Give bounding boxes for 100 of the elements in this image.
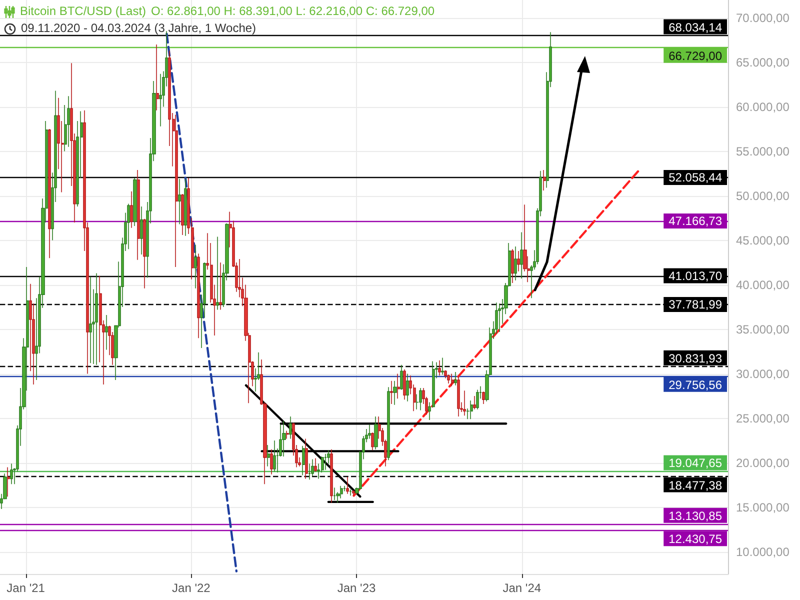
y-tick-label: 50.000,00 xyxy=(736,188,790,203)
candlestick xyxy=(311,458,314,477)
candlestick xyxy=(324,453,327,470)
candlestick xyxy=(438,360,441,376)
ref-line-label: 30.831,93 xyxy=(668,351,722,366)
candlestick xyxy=(130,190,133,228)
x-tick-label: Jan '22 xyxy=(172,581,211,595)
y-tick-label: 60.000,00 xyxy=(736,100,790,114)
candlestick xyxy=(181,194,184,236)
candlestick xyxy=(314,458,317,472)
candlestick xyxy=(330,449,333,504)
candlestick xyxy=(482,391,485,404)
candlestick xyxy=(305,438,308,480)
y-tick-label: 45.000,00 xyxy=(736,233,790,248)
candlestick xyxy=(393,380,397,406)
ref-line-label: 13.130,85 xyxy=(668,508,722,523)
ref-line-label: 18.477,38 xyxy=(668,478,722,492)
candlestick xyxy=(127,203,130,250)
candlestick xyxy=(371,432,374,451)
candlestick xyxy=(349,489,352,496)
y-tick-label: 55.000,00 xyxy=(736,144,790,158)
candlestick xyxy=(447,374,450,384)
candlestick xyxy=(267,444,270,467)
y-tick-label: 40.000,00 xyxy=(736,278,790,292)
candlestick xyxy=(289,416,292,440)
candlestick xyxy=(543,170,546,191)
candlestick xyxy=(105,314,108,350)
ref-line-label: 29.756,56 xyxy=(668,378,722,392)
candlestick xyxy=(511,248,514,284)
candlestick xyxy=(457,376,460,417)
y-tick-label: 10.000,00 xyxy=(736,544,790,559)
candlestick xyxy=(463,390,466,416)
ref-line-label: 19.047,65 xyxy=(668,456,722,470)
candlestick xyxy=(156,44,159,111)
candlestick xyxy=(194,244,197,289)
candlestick xyxy=(346,476,349,494)
ref-line-label: 37.781,99 xyxy=(668,298,722,312)
y-tick-label: 25.000,00 xyxy=(736,411,790,426)
candlestick xyxy=(48,128,51,258)
y-tick-label: 35.000,00 xyxy=(736,322,790,336)
x-tick-label: Jan '23 xyxy=(337,581,376,595)
candlestick xyxy=(470,400,473,420)
candlestick xyxy=(340,486,343,499)
y-tick-label: 70.000,00 xyxy=(736,10,790,25)
candlestick xyxy=(137,170,140,260)
candlestick xyxy=(175,114,178,268)
candlestick xyxy=(219,262,222,310)
text: 09.11.2020 - 04.03.2024 (3 Jahre, 1 Woche) xyxy=(21,20,256,37)
ref-line-label: 12.430,75 xyxy=(668,532,722,546)
x-tick-label: Jan '21 xyxy=(6,581,46,595)
chart-title: Bitcoin BTC/USD (Last) xyxy=(20,3,146,20)
candlestick xyxy=(143,218,146,289)
candlestick xyxy=(333,487,336,501)
candlestick xyxy=(473,396,476,410)
ref-line-label: 52.058,44 xyxy=(668,170,722,184)
candlestick xyxy=(216,236,219,310)
candlestick xyxy=(390,380,393,404)
candlestick xyxy=(406,373,409,402)
candlestick xyxy=(184,178,187,236)
candlestick xyxy=(368,424,371,440)
candlestick xyxy=(374,416,378,450)
x-tick-label: Jan '24 xyxy=(502,581,542,595)
ref-line-label: 66.729,00 xyxy=(668,48,722,63)
candlestick xyxy=(352,490,355,496)
annotation: O: 62.861,00 H: 68.391,00 L: 62.216,00 C: 66.729,00 xyxy=(151,3,435,20)
candlestick xyxy=(7,466,10,497)
candlestick xyxy=(520,232,523,279)
candlestick xyxy=(282,420,286,457)
candlestick xyxy=(403,368,406,400)
candlestick xyxy=(159,73,162,127)
candlestick xyxy=(197,253,200,339)
candlestick xyxy=(498,303,501,332)
candlestick xyxy=(270,449,273,475)
candlestick xyxy=(441,357,444,376)
candlestick xyxy=(67,96,70,148)
candlestick xyxy=(273,440,276,472)
candlestick xyxy=(10,463,13,485)
candlestick xyxy=(400,364,403,390)
ref-line-label: 47.166,73 xyxy=(668,214,722,228)
ref-line-label: 41.013,70 xyxy=(668,268,722,283)
candlestick xyxy=(95,272,98,366)
candlestick xyxy=(140,206,143,255)
candlestick xyxy=(308,463,311,480)
y-tick-label: 65.000,00 xyxy=(736,55,790,70)
candlestick xyxy=(451,373,454,387)
candlestick xyxy=(286,430,289,440)
ref-line-label: 68.034,14 xyxy=(668,20,722,34)
candlestick xyxy=(476,389,479,410)
candlestick xyxy=(454,372,457,386)
candlestick xyxy=(387,386,390,460)
candlestick xyxy=(178,178,181,225)
candlestick xyxy=(89,276,92,364)
candlestick xyxy=(517,250,520,272)
candlestick xyxy=(133,178,137,226)
y-tick-label: 30.000,00 xyxy=(736,366,790,381)
candlestick xyxy=(419,388,422,411)
candlestick xyxy=(397,373,400,400)
y-tick-label: 15.000,00 xyxy=(736,500,790,514)
y-tick-label: 20.000,00 xyxy=(736,456,790,470)
candlestick xyxy=(514,246,517,281)
